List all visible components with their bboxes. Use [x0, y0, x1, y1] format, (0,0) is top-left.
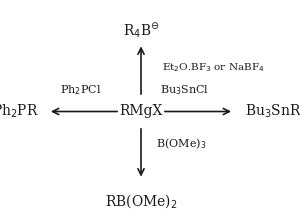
Text: Bu$_3$SnR: Bu$_3$SnR	[244, 103, 300, 120]
Text: RB(OMe)$_2$: RB(OMe)$_2$	[105, 192, 177, 210]
Text: B(OMe)$_3$: B(OMe)$_3$	[156, 136, 206, 151]
Text: RMgX: RMgX	[119, 105, 163, 118]
Text: R$_4$B$^{\ominus}$: R$_4$B$^{\ominus}$	[123, 22, 159, 41]
Text: Et$_2$O.BF$_3$ or NaBF$_4$: Et$_2$O.BF$_3$ or NaBF$_4$	[162, 62, 265, 74]
Text: Bu$_3$SnCl: Bu$_3$SnCl	[160, 83, 209, 97]
Text: Ph$_2$PCl: Ph$_2$PCl	[60, 83, 102, 97]
Text: Ph$_2$PR: Ph$_2$PR	[0, 103, 38, 120]
